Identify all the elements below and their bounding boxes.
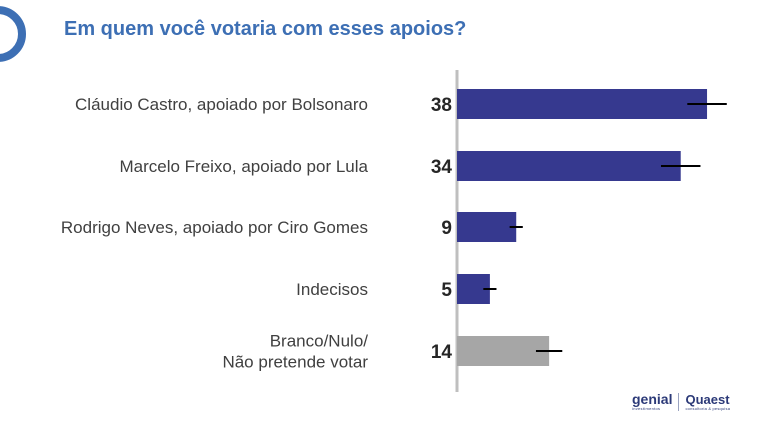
bar-0 (457, 89, 708, 119)
quaest-logo-sub: consultoria & pesquisa (685, 405, 731, 411)
genial-logo: genial investimentos (632, 392, 672, 411)
bar-2 (457, 212, 517, 242)
value-label-0: 38 (431, 95, 452, 116)
quaest-logo: Quaest consultoria & pesquisa (685, 393, 730, 411)
logo-divider (678, 392, 680, 411)
genial-logo-word: genial (632, 391, 673, 407)
category-label-2: Rodrigo Neves, apoiado por Ciro Gomes (61, 218, 368, 237)
value-label-4: 14 (431, 342, 453, 363)
value-label-1: 34 (431, 157, 453, 178)
category-label-4-line-0: Branco/Nulo/ (270, 332, 369, 351)
value-label-3: 5 (441, 280, 452, 301)
category-label-3: Indecisos (296, 280, 368, 299)
footer-logos: genial investimentos Quaest consultoria … (632, 392, 730, 411)
bar-4 (457, 336, 550, 366)
category-label-4-line-1: Não pretende votar (222, 353, 368, 372)
category-label-0: Cláudio Castro, apoiado por Bolsonaro (75, 95, 368, 114)
value-label-2: 9 (441, 218, 452, 239)
category-label-1: Marcelo Freixo, apoiado por Lula (119, 157, 368, 176)
chart-title: Em quem você votaria com esses apoios? (64, 18, 467, 40)
bar-1 (457, 151, 681, 181)
genial-logo-sub: investimentos (632, 406, 661, 411)
quaest-logo-word: Quaest (685, 391, 730, 407)
